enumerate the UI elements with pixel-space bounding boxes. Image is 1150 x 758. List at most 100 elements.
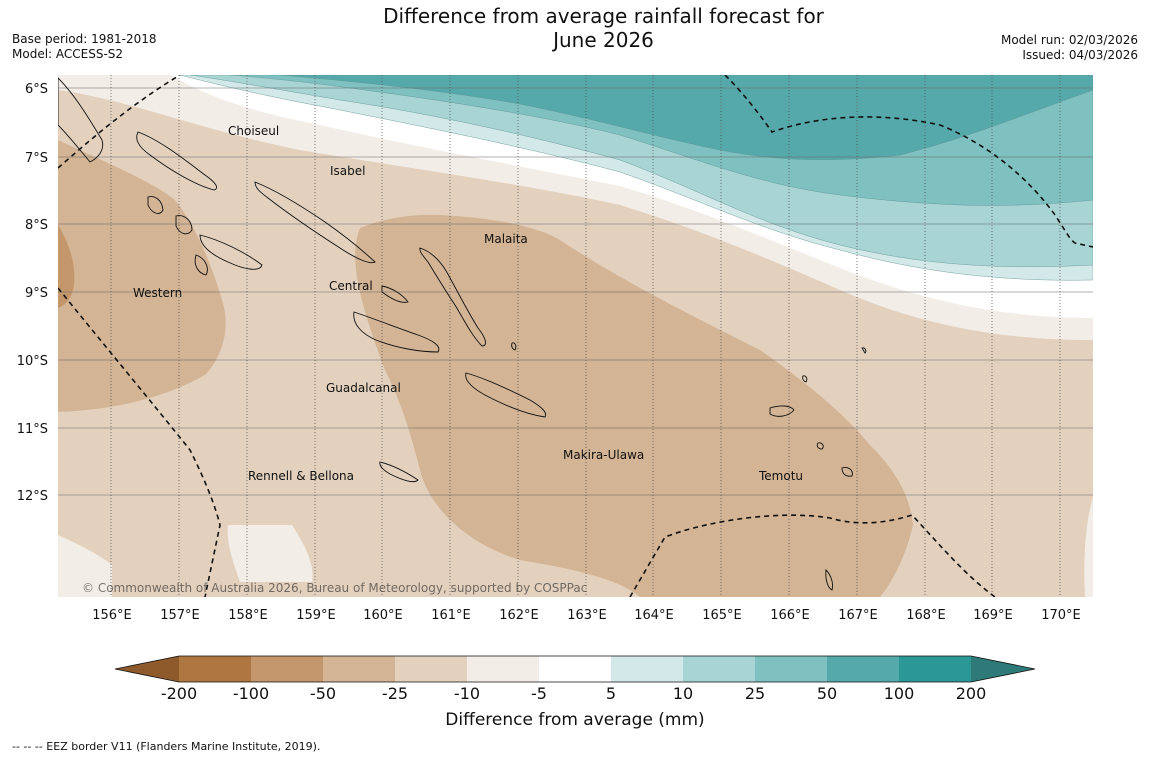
title-line-1: Difference from average rainfall forecas… <box>383 4 824 28</box>
colorbar-swatch <box>323 656 395 682</box>
colorbar-swatch <box>179 656 251 682</box>
colorbar-swatch <box>395 656 467 682</box>
colorbar-extend-high <box>971 656 1035 682</box>
forecast-field: © Commonwealth of Australia 2026, Bureau… <box>58 75 1093 597</box>
lon-tick-label: 164°E <box>634 608 674 623</box>
band-m10-m5-south <box>227 525 313 582</box>
colorbar-extend-low <box>115 656 179 682</box>
eez-border <box>58 75 1093 597</box>
colorbar-swatch <box>539 656 611 682</box>
region-label-choiseul: Choiseul <box>228 124 279 138</box>
lat-tick-label: 6°S <box>25 82 48 97</box>
lon-tick-label: 166°E <box>770 608 810 623</box>
band-m50-m25-west <box>58 140 226 412</box>
graticule <box>58 87 1093 496</box>
island-tikopia <box>841 467 853 477</box>
model-run-date: Model run: 02/03/2026 <box>1000 33 1138 47</box>
colorbar-swatch <box>899 656 971 682</box>
band-m100-m50-west <box>58 225 75 308</box>
colorbar-label: Difference from average (mm) <box>445 710 704 730</box>
colorbar-swatch <box>683 656 755 682</box>
region-label-western: Western <box>133 286 182 300</box>
meridians <box>110 75 1061 597</box>
lat-tick-label: 8°S <box>25 218 48 233</box>
island-fatutaka <box>825 569 833 591</box>
region-label-temotu: Temotu <box>758 469 803 483</box>
island-choiseul <box>136 131 217 191</box>
model-name: Model: ACCESS-S2 <box>12 47 124 61</box>
island-rennell <box>379 461 419 483</box>
colorbar-swatch <box>251 656 323 682</box>
colorbar-swatch <box>827 656 899 682</box>
region-label-makira-ulawa: Makira-Ulawa <box>563 448 644 462</box>
lon-tick-label: 165°E <box>702 608 742 623</box>
lat-tick-label: 9°S <box>25 286 48 301</box>
colorbar-tick-label: 5 <box>606 684 616 703</box>
issued-date: Issued: 04/03/2026 <box>1022 48 1138 62</box>
island-small <box>802 375 808 383</box>
colorbar-tick-label: -5 <box>531 684 547 703</box>
lon-tick-label: 168°E <box>906 608 946 623</box>
region-label-guadalcanal: Guadalcanal <box>326 381 401 395</box>
colorbar-swatch <box>611 656 683 682</box>
lat-tick-label: 11°S <box>17 422 48 437</box>
eez-border-northeast <box>724 75 1093 248</box>
island-malaita <box>419 247 486 347</box>
island-makira <box>465 372 547 418</box>
island-bougainville <box>58 77 104 163</box>
island-isabel <box>254 181 376 264</box>
island-vella-lavella <box>147 196 164 214</box>
lon-tick-label: 163°E <box>567 608 607 623</box>
lon-tick-label: 169°E <box>973 608 1013 623</box>
colorbar-tick-label: -50 <box>310 684 336 703</box>
colorbar-outline <box>114 655 1036 683</box>
colorbar-tick-label: -200 <box>161 684 197 703</box>
region-label-rennell-bellona: Rennell & Bellona <box>248 469 354 483</box>
region-label-malaita: Malaita <box>484 232 528 246</box>
colorbar-tick-label: -25 <box>382 684 408 703</box>
colorbar <box>114 655 1036 683</box>
eez-border-west <box>58 287 221 597</box>
lon-tick-label: 159°E <box>296 608 336 623</box>
colorbar-tick-label: 50 <box>817 684 837 703</box>
colorbar-tick-label: 10 <box>673 684 693 703</box>
colorbar-tick-labels: -200 -100 -50 -25 -10 -5 5 10 25 50 100 … <box>161 684 986 703</box>
band-m10-m5-southwest <box>58 535 112 597</box>
lon-tick-label: 158°E <box>228 608 268 623</box>
coastlines <box>58 77 867 591</box>
lon-tick-label: 160°E <box>363 608 403 623</box>
island-anuta <box>816 442 824 450</box>
band-p50-p100 <box>279 75 1093 160</box>
region-label-central: Central <box>329 279 373 293</box>
eez-border-south <box>629 514 996 597</box>
lon-tick-label: 157°E <box>160 608 200 623</box>
lon-tick-label: 162°E <box>499 608 539 623</box>
band-m50-m25-central <box>355 214 913 597</box>
island-small <box>511 342 517 351</box>
colorbar-swatch <box>755 656 827 682</box>
band-m10-m5-southeast <box>1084 497 1093 597</box>
lon-tick-label: 167°E <box>838 608 878 623</box>
copyright-text: © Commonwealth of Australia 2026, Bureau… <box>82 581 587 595</box>
island-santa-cruz <box>769 405 795 417</box>
lon-tick-label: 170°E <box>1041 608 1081 623</box>
title-line-2: June 2026 <box>553 28 654 52</box>
lon-tick-label: 156°E <box>92 608 132 623</box>
colorbar-tick-label: 100 <box>884 684 915 703</box>
lat-tick-label: 12°S <box>17 489 48 504</box>
lat-tick-labels: 6°S 7°S 8°S 9°S 10°S 11°S 12°S <box>17 82 48 504</box>
colorbar-swatch <box>467 656 539 682</box>
lat-tick-label: 7°S <box>25 151 48 166</box>
lon-tick-labels: 156°E 157°E 158°E 159°E 160°E 161°E 162°… <box>92 608 1081 623</box>
island-rendova <box>194 254 208 276</box>
island-new-georgia <box>199 234 263 270</box>
colorbar-tick-label: -100 <box>233 684 269 703</box>
lon-tick-label: 161°E <box>431 608 471 623</box>
island-kolombangara <box>175 215 193 235</box>
region-labels: Choiseul Isabel Malaita Central Western … <box>133 124 803 483</box>
colorbar-tick-label: 200 <box>956 684 987 703</box>
island-small <box>861 347 867 354</box>
eez-border-note: -- -- -- EEZ border V11 (Flanders Marine… <box>12 740 321 753</box>
colorbar-tick-label: -10 <box>454 684 480 703</box>
